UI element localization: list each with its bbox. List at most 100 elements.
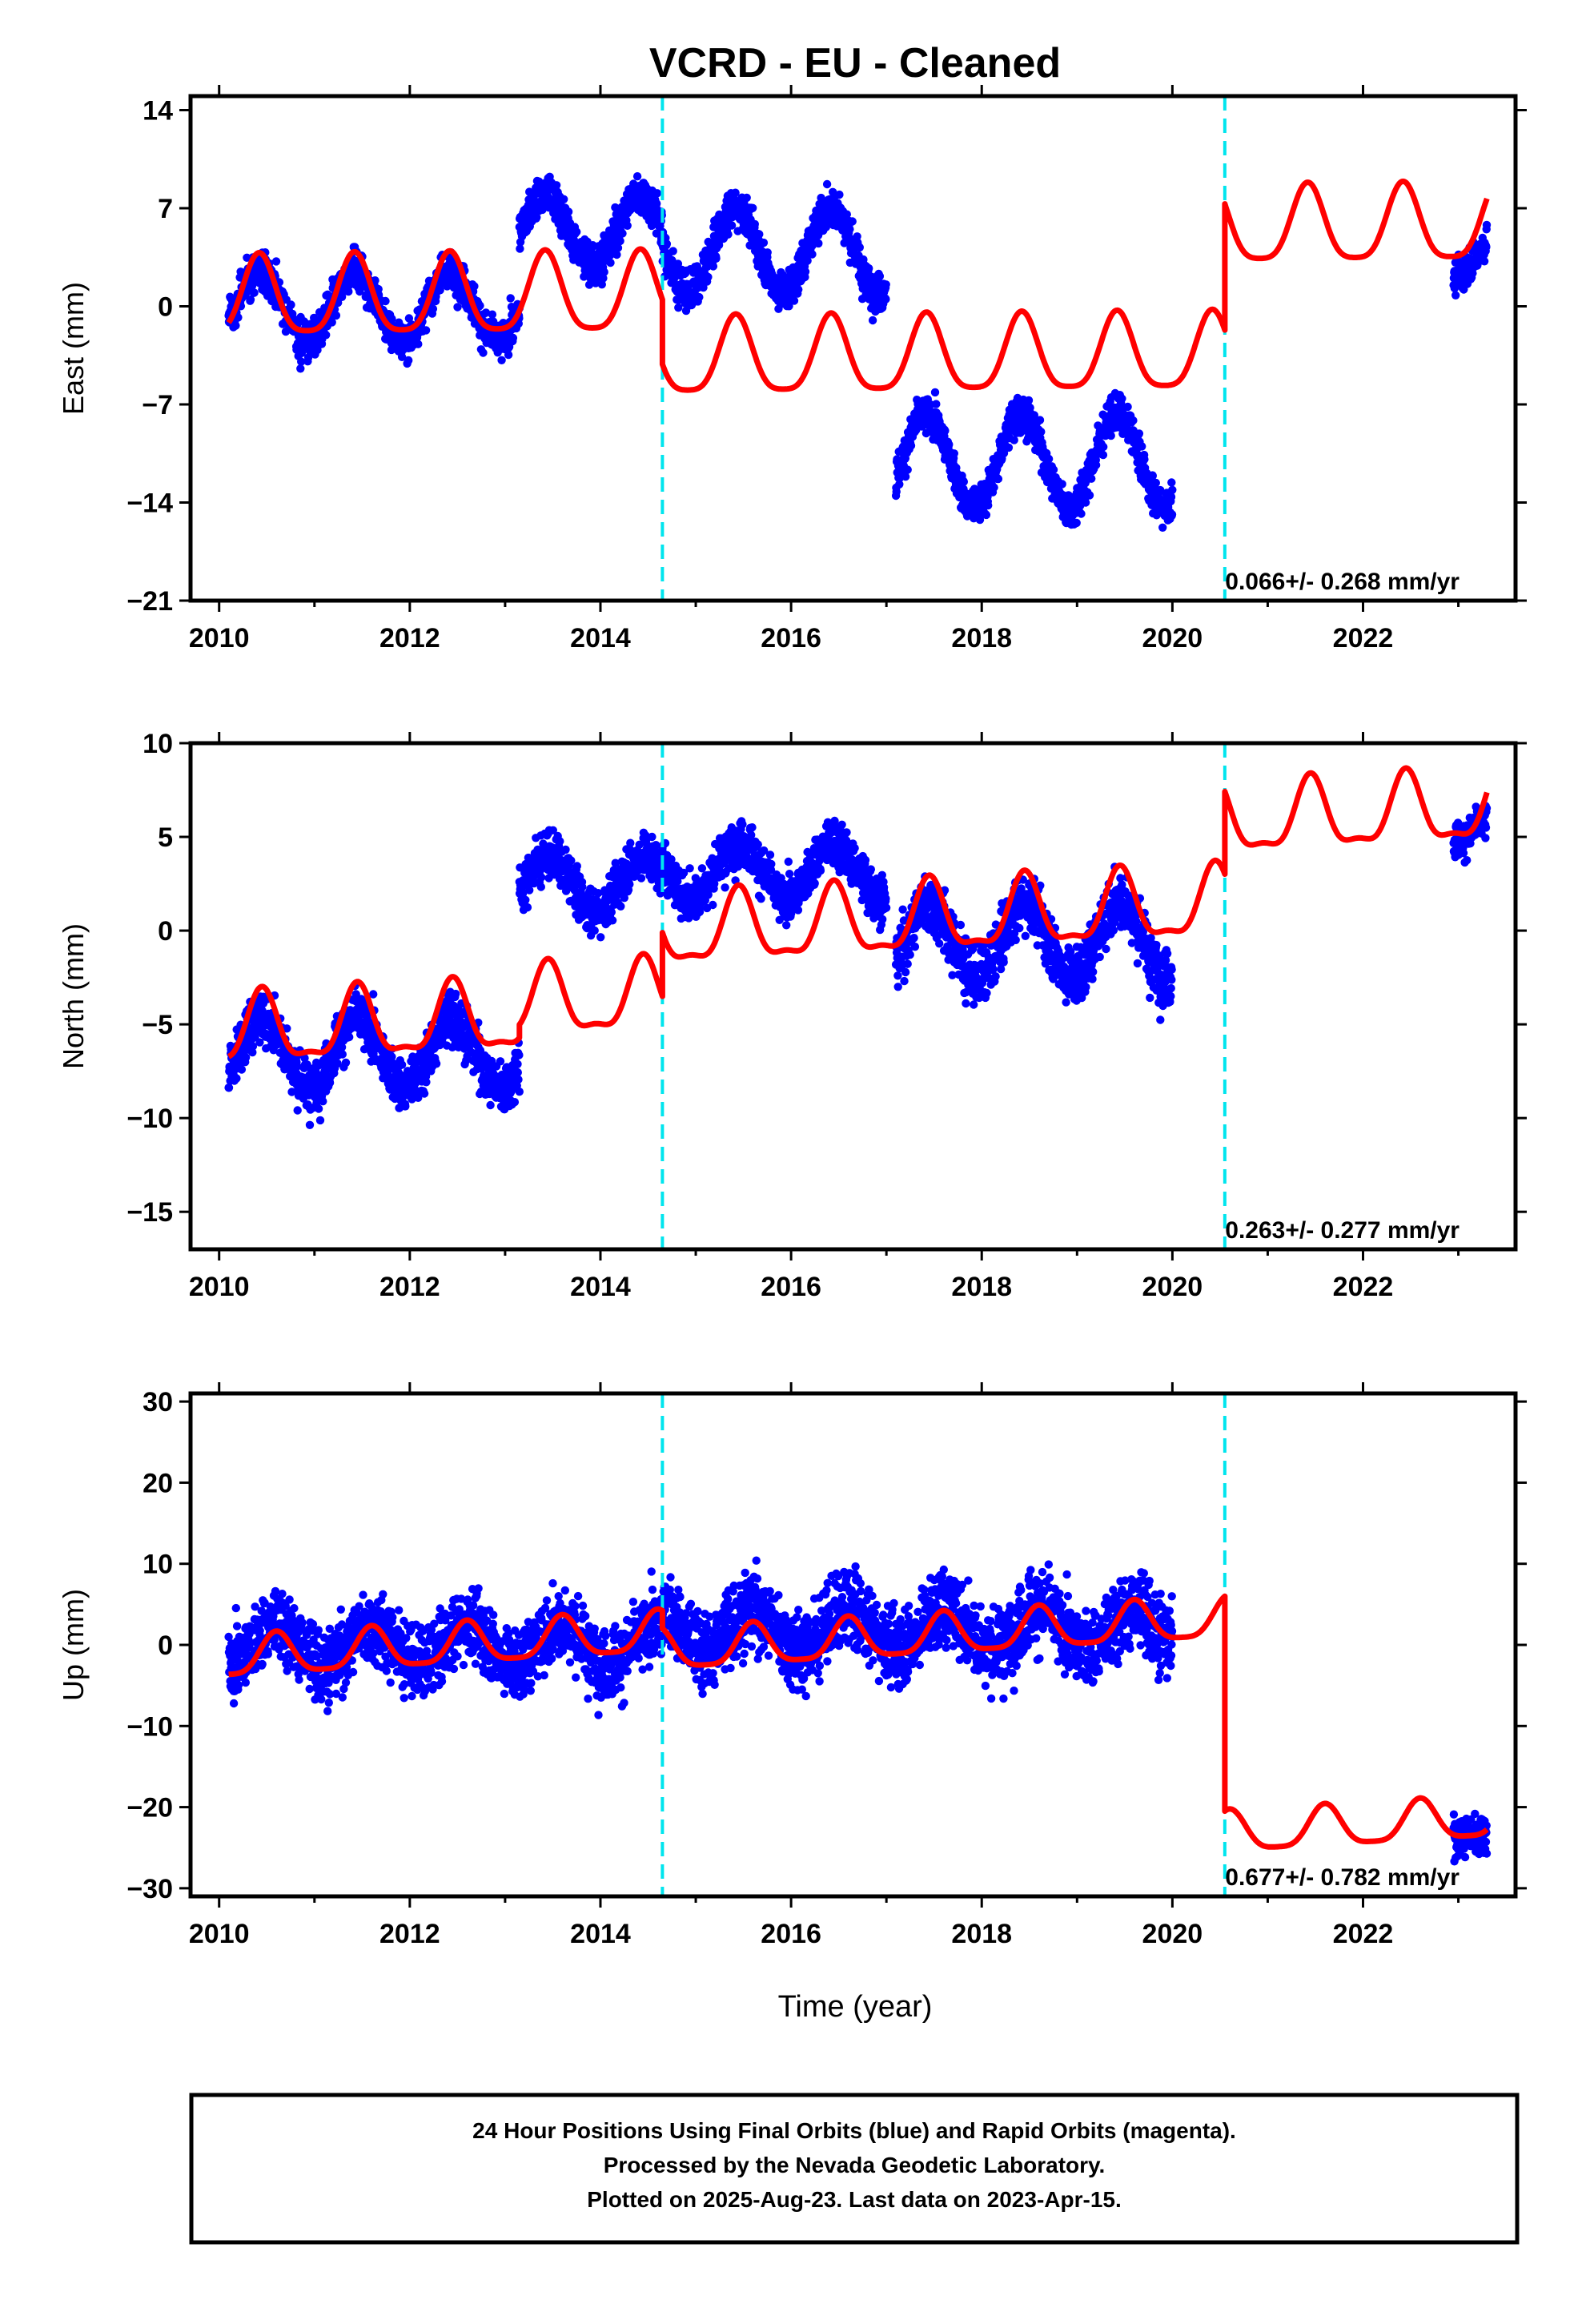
data-point xyxy=(327,318,336,327)
data-point xyxy=(1010,436,1018,444)
data-point xyxy=(749,203,757,212)
data-point xyxy=(673,259,683,268)
data-point xyxy=(608,916,617,925)
data-point xyxy=(822,179,832,189)
data-point xyxy=(652,189,662,198)
data-point xyxy=(941,426,950,436)
data-point xyxy=(845,225,854,234)
data-point xyxy=(901,472,910,481)
data-point xyxy=(1167,478,1176,487)
data-point xyxy=(759,238,769,247)
data-point xyxy=(668,255,677,265)
data-point xyxy=(994,474,1003,484)
data-point xyxy=(428,304,438,313)
data-point xyxy=(1480,257,1489,266)
data-point xyxy=(606,251,615,259)
data-point xyxy=(959,477,969,486)
data-point xyxy=(712,254,721,263)
data-point xyxy=(865,263,873,273)
data-point xyxy=(510,1098,520,1107)
data-point xyxy=(315,1116,325,1125)
data-point xyxy=(516,244,524,253)
data-point xyxy=(572,227,581,236)
data-point xyxy=(1118,394,1126,403)
data-point xyxy=(906,441,916,450)
data-point xyxy=(560,195,568,203)
data-point xyxy=(669,247,677,255)
data-point xyxy=(234,313,243,322)
data-point xyxy=(1077,509,1086,518)
data-point xyxy=(881,295,890,304)
data-point xyxy=(232,1074,241,1083)
data-point xyxy=(1004,443,1014,452)
data-point xyxy=(724,230,733,239)
data-point xyxy=(371,276,379,285)
data-point xyxy=(1098,450,1108,460)
data-point xyxy=(606,258,615,267)
y-tick-label: 14 xyxy=(143,96,173,127)
data-point xyxy=(1123,402,1132,412)
data-point xyxy=(616,902,625,911)
data-point xyxy=(1468,269,1477,278)
data-point xyxy=(521,895,530,905)
data-point xyxy=(1091,460,1101,469)
data-point xyxy=(537,873,546,882)
data-point xyxy=(556,837,564,846)
figure-title: VCRD - EU - Cleaned xyxy=(649,40,1061,86)
data-point xyxy=(881,280,890,289)
data-point xyxy=(1134,429,1144,438)
data-point xyxy=(414,340,423,348)
data-point xyxy=(704,272,713,282)
x-tick-label: 2012 xyxy=(379,623,440,653)
data-point xyxy=(297,348,307,357)
data-point xyxy=(287,300,295,309)
data-point xyxy=(599,274,608,283)
data-point xyxy=(652,199,661,208)
data-point xyxy=(314,1104,323,1113)
data-point xyxy=(536,883,545,891)
data-point xyxy=(479,348,488,357)
data-point xyxy=(618,229,627,238)
data-point xyxy=(578,883,587,891)
data-point xyxy=(1482,243,1491,251)
data-point xyxy=(271,257,281,266)
data-point xyxy=(513,1068,522,1077)
data-point xyxy=(984,501,993,510)
data-point xyxy=(523,903,532,912)
data-point xyxy=(932,400,941,408)
data-point xyxy=(1148,472,1158,480)
data-point xyxy=(322,331,331,340)
x-tick-label: 2010 xyxy=(189,623,250,653)
data-point xyxy=(803,256,812,265)
data-point xyxy=(789,296,799,305)
x-tick-label: 2022 xyxy=(1333,623,1394,653)
data-point xyxy=(452,989,460,999)
data-point xyxy=(808,250,817,259)
data-point xyxy=(297,357,306,366)
y-axis-label: East (mm) xyxy=(57,282,90,415)
north-panel: 2010 2012 2014 2016 2018 2020 2022−15−10−50510… xyxy=(57,729,1527,1302)
y-tick-label: −14 xyxy=(126,489,173,519)
data-point xyxy=(1037,428,1046,436)
data-point xyxy=(930,388,940,397)
data-point xyxy=(296,364,305,373)
data-point xyxy=(699,283,708,292)
data-point xyxy=(381,296,390,306)
data-point xyxy=(1099,442,1108,452)
data-point xyxy=(695,292,704,302)
data-point xyxy=(596,933,605,942)
data-point xyxy=(561,845,570,854)
data-point xyxy=(709,262,718,271)
data-point xyxy=(742,193,751,203)
data-point xyxy=(237,1065,247,1074)
data-point xyxy=(590,926,599,935)
data-point xyxy=(525,886,534,895)
data-point xyxy=(422,1078,431,1087)
data-point xyxy=(636,874,646,883)
x-tick-label: 2018 xyxy=(951,623,1012,653)
data-point xyxy=(1035,416,1045,424)
data-point xyxy=(848,217,857,226)
data-point xyxy=(616,236,624,246)
data-point xyxy=(731,188,740,197)
